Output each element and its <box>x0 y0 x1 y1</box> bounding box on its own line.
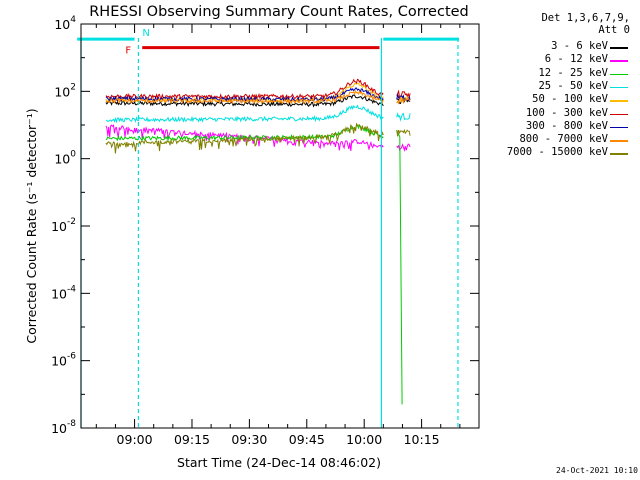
legend-swatch <box>610 153 628 155</box>
y-tick-label: 10-2 <box>51 217 76 234</box>
legend-label: 50 - 100 keV <box>532 93 608 106</box>
x-axis-label: Start Time (24-Dec-14 08:46:02) <box>177 455 381 470</box>
y-axis-label: Corrected Count Rate (s⁻¹ detector⁻¹) <box>24 108 39 343</box>
x-tick-label: 10:00 <box>346 432 382 447</box>
series-line-25-50-kev <box>105 104 384 124</box>
legend-swatch <box>610 60 628 62</box>
y-tick-label: 100 <box>54 150 76 167</box>
legend-label: 3 - 6 keV <box>551 40 608 52</box>
legend-swatch <box>610 113 628 115</box>
legend-swatch <box>610 140 628 142</box>
legend-swatch <box>610 47 628 49</box>
plot-frame <box>80 23 480 429</box>
y-tick-label: 10-4 <box>51 284 76 301</box>
axes: 09:00 09:15 09:30 09:45 10:00 10:15 104 102 100 1… <box>51 15 480 447</box>
y-tick-label: 10-6 <box>51 352 76 369</box>
legend-label: 7000 - 15000 keV <box>506 146 608 159</box>
flag-label-N: N <box>142 28 149 39</box>
series-line-3-6-kev <box>105 94 384 108</box>
series-tail-7000-15000-kev <box>396 128 411 137</box>
legend-swatch <box>610 100 628 102</box>
y-tick-label: 10-8 <box>51 419 76 436</box>
legend-label: 800 - 7000 keV <box>519 133 608 146</box>
legend-swatch <box>610 126 628 129</box>
series-line-800-7000-kev <box>105 89 384 105</box>
series-tail-25-50-kev <box>396 112 411 122</box>
y-tick-label: 102 <box>54 82 76 99</box>
chart-title: RHESSI Observing Summary Count Rates, Co… <box>89 4 469 20</box>
plot-area: NF <box>77 28 459 428</box>
legend-header-line: Att 0 <box>598 24 630 36</box>
y-tick-label: 104 <box>54 15 76 32</box>
series-line-7000-15000-kev <box>105 122 384 154</box>
series-tail-100-300-kev <box>396 89 411 100</box>
series-tail-12-25-kev <box>396 129 403 405</box>
series-tail-800-7000-kev <box>396 96 411 105</box>
legend-label: 300 - 800 keV <box>525 119 608 132</box>
series-line-12-25-kev <box>105 124 384 142</box>
legend-swatch <box>610 86 628 89</box>
series-line-6-12-kev <box>105 124 384 152</box>
legend-label: 100 - 300 keV <box>525 106 608 119</box>
x-tick-label: 10:15 <box>404 432 440 447</box>
footer-date: 24-Oct-2021 10:10 <box>556 466 638 475</box>
x-tick-label: 09:45 <box>289 432 325 447</box>
series-tail-300-800-kev <box>396 92 411 103</box>
series-tail-6-12-kev <box>396 143 411 152</box>
legend-swatch <box>610 73 628 76</box>
x-tick-label: 09:30 <box>231 432 267 447</box>
legend-label: 25 - 50 keV <box>538 79 608 92</box>
series-line-300-800-kev <box>105 87 384 104</box>
legend-label: 12 - 25 keV <box>538 66 608 79</box>
series-line-100-300-kev <box>105 78 384 101</box>
x-tick-label: 09:15 <box>174 432 210 447</box>
legend-header-line: Det 1,3,6,7,9, <box>541 12 630 24</box>
x-tick-label: 09:00 <box>117 432 153 447</box>
flag-label-F: F <box>125 46 131 57</box>
legend-label: 6 - 12 keV <box>544 53 608 66</box>
